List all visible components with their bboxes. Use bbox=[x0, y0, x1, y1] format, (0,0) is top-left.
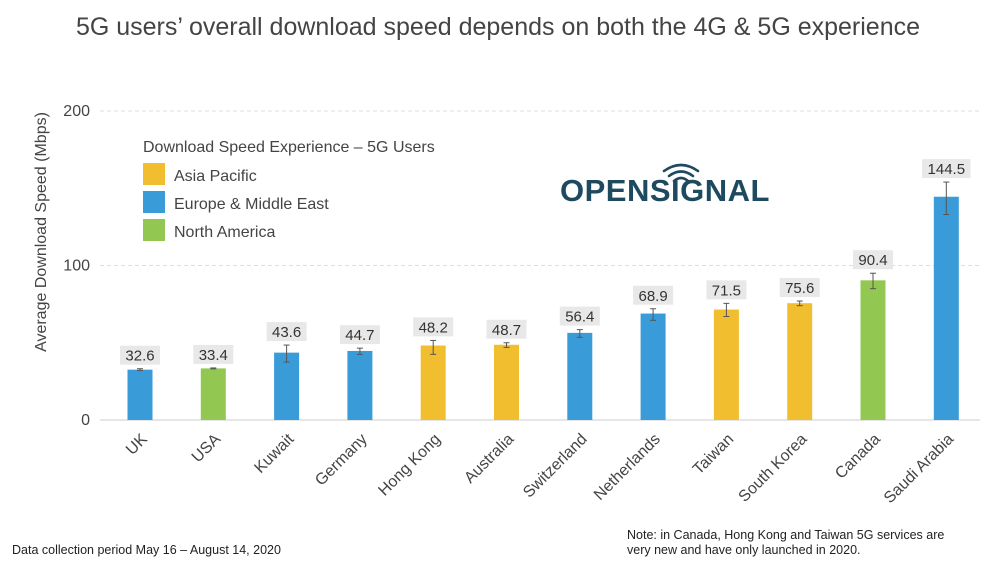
bar-switzerland bbox=[567, 332, 593, 420]
value-label-switzerland: 56.4 bbox=[565, 309, 594, 326]
error-bar-saudi-arabia bbox=[943, 181, 950, 216]
bar-usa bbox=[200, 368, 226, 420]
bar-germany bbox=[347, 350, 373, 420]
x-tick-label-saudi-arabia: Saudi Arabia bbox=[881, 431, 957, 507]
bar-south-korea bbox=[787, 303, 813, 420]
value-label-australia: 48.7 bbox=[492, 322, 521, 339]
y-axis-ticks: 0 100 200 bbox=[63, 103, 90, 429]
value-label-saudi-arabia: 144.5 bbox=[928, 161, 966, 178]
value-label-taiwan: 71.5 bbox=[712, 282, 741, 299]
error-bar-taiwan bbox=[723, 302, 730, 317]
wifi-signal-icon bbox=[662, 163, 700, 183]
error-bar-germany bbox=[356, 347, 363, 355]
error-bar-kuwait bbox=[283, 344, 290, 363]
bar-kuwait bbox=[274, 352, 300, 420]
legend: Download Speed Experience – 5G Users Asi… bbox=[143, 139, 435, 241]
bar-saudi-arabia bbox=[933, 196, 959, 420]
legend-label-asia-pacific: Asia Pacific bbox=[174, 168, 257, 185]
error-bar-south-korea bbox=[796, 300, 803, 307]
bar-australia bbox=[494, 344, 519, 420]
value-label-bg-netherlands bbox=[633, 285, 674, 305]
footnote-line-1: Note: in Canada, Hong Kong and Taiwan 5G… bbox=[627, 528, 944, 542]
value-label-bg-usa bbox=[193, 344, 234, 364]
error-bar-netherlands bbox=[650, 308, 657, 321]
y-tick-label-0: 0 bbox=[81, 412, 90, 429]
value-label-usa: 33.4 bbox=[199, 347, 228, 364]
collection-period: Data collection period May 16 – August 1… bbox=[12, 543, 281, 557]
x-tick-label-kuwait: Kuwait bbox=[251, 430, 297, 476]
x-tick-label-usa: USA bbox=[189, 431, 225, 467]
value-label-germany: 44.7 bbox=[345, 327, 374, 344]
error-bar-canada bbox=[870, 272, 876, 290]
y-tick-label-100: 100 bbox=[63, 258, 90, 275]
bar-netherlands bbox=[640, 313, 666, 420]
gridlines bbox=[100, 110, 980, 266]
x-tick-label-south-korea: South Korea bbox=[736, 431, 811, 506]
x-tick-label-uk: UK bbox=[123, 431, 151, 459]
bars-group: 32.6 33.4 43.6 44.7 48.2 48.7 56.4 68.9 71.5 75.6… bbox=[120, 159, 971, 420]
value-label-netherlands: 68.9 bbox=[638, 288, 667, 305]
legend-label-europe-middle-east: Europe & Middle East bbox=[174, 196, 329, 213]
bar-canada bbox=[860, 280, 886, 420]
logo-text: OPENSIGNAL bbox=[560, 173, 770, 208]
footnote-line-2: very new and have only launched in 2020. bbox=[627, 543, 861, 557]
value-label-bg-switzerland bbox=[559, 306, 600, 326]
x-tick-label-hong-kong: Hong Kong bbox=[375, 431, 444, 500]
bar-taiwan bbox=[713, 309, 739, 420]
value-label-bg-south-korea bbox=[779, 278, 820, 298]
value-label-bg-germany bbox=[339, 325, 380, 345]
bar-uk bbox=[127, 369, 153, 420]
value-label-bg-australia bbox=[486, 319, 527, 339]
value-label-hong-kong: 48.2 bbox=[419, 319, 448, 336]
x-tick-label-switzerland: Switzerland bbox=[520, 431, 591, 502]
y-tick-label-200: 200 bbox=[63, 103, 90, 120]
value-label-canada: 90.4 bbox=[858, 252, 887, 269]
error-bar-hong-kong bbox=[430, 339, 437, 355]
value-label-kuwait: 43.6 bbox=[272, 324, 301, 341]
value-label-south-korea: 75.6 bbox=[785, 280, 814, 297]
error-bar-uk bbox=[137, 368, 143, 372]
legend-swatch-north-america bbox=[143, 219, 165, 241]
opensignal-logo: OPENSIGNAL bbox=[560, 163, 770, 208]
value-label-uk: 32.6 bbox=[125, 348, 154, 365]
x-tick-label-taiwan: Taiwan bbox=[690, 431, 737, 478]
value-label-bg-canada bbox=[853, 250, 893, 270]
legend-title: Download Speed Experience – 5G Users bbox=[143, 139, 435, 156]
value-label-bg-uk bbox=[120, 345, 160, 365]
category-labels: UK USA Kuwait Germany Hong Kong Australia Swit… bbox=[123, 430, 957, 507]
value-label-bg-kuwait bbox=[266, 322, 307, 342]
value-label-bg-saudi-arabia bbox=[922, 159, 971, 179]
value-label-bg-hong-kong bbox=[413, 317, 454, 337]
x-tick-label-canada: Canada bbox=[832, 431, 884, 483]
error-bar-australia bbox=[503, 342, 510, 348]
error-bar-switzerland bbox=[576, 329, 583, 338]
x-tick-label-australia: Australia bbox=[461, 431, 517, 487]
chart-title: 5G users’ overall download speed depends… bbox=[76, 13, 920, 41]
y-axis-title: Average Download Speed (Mbps) bbox=[33, 112, 50, 352]
x-tick-label-germany: Germany bbox=[312, 431, 371, 490]
bar-hong-kong bbox=[420, 345, 446, 420]
error-bar-usa bbox=[210, 367, 217, 370]
legend-label-north-america: North America bbox=[174, 224, 275, 241]
x-tick-label-netherlands: Netherlands bbox=[591, 431, 664, 504]
legend-swatch-europe-middle-east bbox=[143, 191, 165, 213]
legend-swatch-asia-pacific bbox=[143, 163, 165, 185]
value-label-bg-taiwan bbox=[706, 280, 747, 300]
